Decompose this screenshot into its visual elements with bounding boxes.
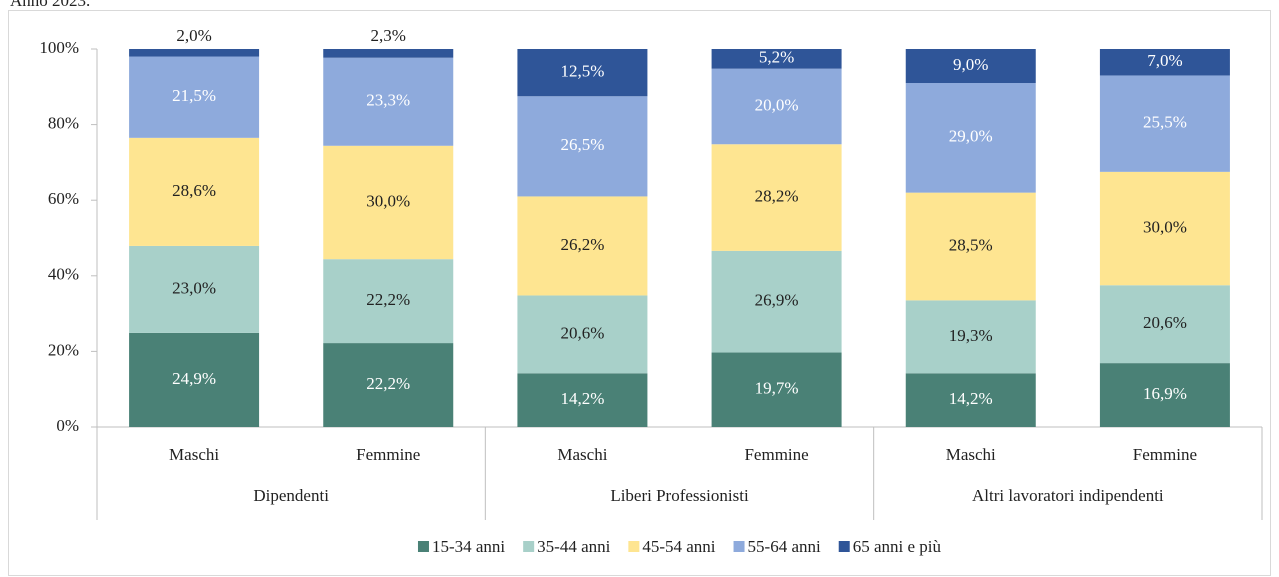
data-label: 29,0% (949, 127, 993, 146)
data-label: 26,2% (560, 235, 604, 254)
bar-segment (711, 144, 842, 251)
data-label: 12,5% (560, 62, 604, 81)
data-label: 25,5% (1143, 113, 1187, 132)
bar-segment (323, 49, 454, 58)
legend-swatch (628, 541, 640, 552)
legend-label: 55-64 anni (748, 537, 821, 556)
bar-segment (905, 49, 1036, 84)
data-label: 24,9% (172, 369, 216, 388)
legend-label: 35-44 anni (537, 537, 610, 556)
y-tick-label: 100% (39, 38, 79, 57)
x-tick-label: Femmine (356, 445, 420, 464)
y-tick-label: 0% (56, 416, 79, 435)
data-label: 7,0% (1147, 51, 1182, 70)
bar-segment (711, 68, 842, 145)
chart-subtitle: Anno 2023. (10, 0, 90, 10)
bar-segment (129, 56, 260, 138)
chart-border (8, 10, 1271, 576)
y-tick-label: 80% (48, 114, 79, 133)
bar-segment (905, 192, 1036, 301)
data-label: 22,2% (366, 290, 410, 309)
legend-label: 65 anni e più (853, 537, 942, 556)
bar-segment (517, 295, 648, 374)
data-label: 20,6% (560, 323, 604, 342)
x-tick-label: Maschi (946, 445, 996, 464)
data-label: 28,2% (755, 186, 799, 205)
bar-segment (323, 343, 454, 427)
bar-segment (129, 49, 260, 57)
data-label: 30,0% (1143, 217, 1187, 236)
data-label: 19,3% (949, 326, 993, 345)
bar-segment (517, 196, 648, 296)
group-label: Altri lavoratori indipendenti (972, 486, 1164, 505)
bar-segment (711, 49, 842, 69)
group-label: Liberi Professionisti (610, 486, 749, 505)
bar-segment (323, 145, 454, 260)
bar-segment (517, 49, 648, 97)
y-tick-label: 40% (48, 265, 79, 284)
x-tick-label: Femmine (1133, 445, 1197, 464)
bar-segment (1099, 171, 1230, 286)
legend-swatch (523, 541, 535, 552)
x-tick-label: Maschi (169, 445, 219, 464)
data-label: 30,0% (366, 191, 410, 210)
x-tick-label: Maschi (557, 445, 607, 464)
bar-segment (1099, 75, 1230, 172)
bar-segment (1099, 363, 1230, 427)
bar-segment (711, 352, 842, 427)
data-label: 20,6% (1143, 313, 1187, 332)
legend-swatch (417, 541, 429, 552)
bar-segment (1099, 49, 1230, 76)
data-label: 26,5% (560, 135, 604, 154)
bar-segment (711, 250, 842, 353)
bar-segment (905, 83, 1036, 193)
bar-segment (129, 332, 260, 427)
data-label: 23,0% (172, 278, 216, 297)
data-label: 14,2% (560, 389, 604, 408)
data-label: 2,0% (176, 26, 211, 45)
x-tick-label: Femmine (744, 445, 808, 464)
legend-swatch (733, 541, 745, 552)
data-label: 16,9% (1143, 384, 1187, 403)
legend-swatch (838, 541, 850, 552)
data-label: 23,3% (366, 91, 410, 110)
data-label: 5,2% (759, 48, 794, 67)
legend-label: 45-54 anni (642, 537, 715, 556)
data-label: 26,9% (755, 291, 799, 310)
data-label: 20,0% (755, 95, 799, 114)
bar-segment (129, 245, 260, 333)
bar-segment (517, 96, 648, 197)
bar-segment (323, 259, 454, 344)
data-label: 21,5% (172, 86, 216, 105)
data-label: 28,5% (949, 235, 993, 254)
data-label: 2,3% (371, 26, 406, 45)
y-tick-label: 20% (48, 340, 79, 359)
data-label: 28,6% (172, 181, 216, 200)
data-label: 19,7% (755, 379, 799, 398)
legend-label: 15-34 anni (432, 537, 505, 556)
bar-segment (1099, 285, 1230, 364)
bar-segment (323, 57, 454, 146)
data-label: 22,2% (366, 374, 410, 393)
data-label: 9,0% (953, 55, 988, 74)
data-label: 14,2% (949, 389, 993, 408)
bar-segment (905, 300, 1036, 374)
group-label: Dipendenti (253, 486, 329, 505)
bar-segment (905, 373, 1036, 427)
bar-segment (129, 137, 260, 246)
y-tick-label: 60% (48, 189, 79, 208)
bar-segment (517, 373, 648, 427)
